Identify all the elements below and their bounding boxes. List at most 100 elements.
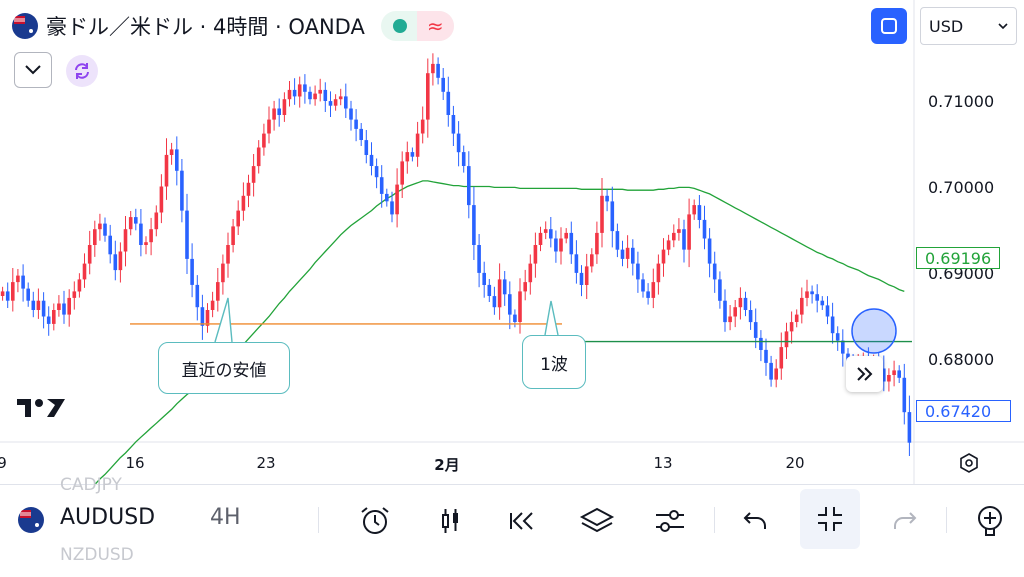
candle-body: [128, 217, 133, 230]
candle-body: [769, 362, 773, 380]
candle-body: [779, 347, 784, 369]
currency-select[interactable]: USD: [920, 7, 1017, 45]
symbol-name[interactable]: AUDUSD: [60, 505, 156, 530]
candle-body: [815, 294, 819, 301]
candle-body: [472, 205, 476, 245]
candle-body: [338, 96, 343, 100]
time-axis-label: 23: [256, 454, 276, 472]
layers-button[interactable]: [575, 499, 619, 543]
candle-body: [574, 254, 579, 273]
candle-body: [62, 303, 66, 315]
candle-body: [564, 232, 568, 239]
wave1-pointer: [544, 300, 559, 336]
add-button[interactable]: [968, 499, 1012, 543]
collapse-legend-button[interactable]: [14, 52, 52, 88]
candle-body: [759, 337, 763, 350]
candle-body: [728, 316, 732, 323]
indicators-button[interactable]: [648, 499, 692, 543]
chevron-down-icon: [25, 65, 41, 75]
candle-body: [784, 331, 789, 348]
scroll-to-realtime-button[interactable]: [846, 356, 883, 392]
fullscreen-button[interactable]: [871, 8, 907, 44]
time-axis-label: 13: [653, 454, 673, 472]
candle-body: [175, 149, 179, 171]
add-circle-icon: [978, 506, 1002, 536]
candle-body: [98, 223, 102, 230]
highlight-circle: [851, 308, 897, 354]
candle-body: [661, 249, 666, 264]
collapse-arrows-icon: [818, 507, 842, 531]
replay-button[interactable]: [500, 499, 544, 543]
candle-body: [210, 300, 215, 310]
candle-body: [446, 91, 451, 115]
wave1-callout[interactable]: 1波: [522, 335, 586, 389]
interval-button[interactable]: 4H: [210, 505, 241, 530]
market-status[interactable]: ≈: [380, 11, 454, 41]
candle-body: [221, 263, 225, 283]
currency-value: USD: [929, 16, 964, 36]
symbol-title[interactable]: 豪ドル／米ドル · 4時間 · OANDA: [46, 15, 365, 39]
candle-body: [625, 247, 630, 259]
candle-body: [236, 210, 240, 227]
candle-body: [390, 201, 394, 215]
candle-body: [718, 279, 722, 301]
collapse-button[interactable]: [800, 489, 860, 549]
time-axis-label: 20: [785, 454, 805, 472]
alert-button[interactable]: [353, 499, 397, 543]
refresh-button[interactable]: [66, 55, 98, 87]
next-symbol[interactable]: NZDUSD: [60, 545, 134, 565]
recent-low-callout[interactable]: 直近の安値: [158, 342, 290, 394]
candle-body: [461, 152, 466, 166]
candle-body: [492, 296, 497, 308]
candle-body: [200, 307, 205, 326]
undo-button[interactable]: [734, 499, 778, 543]
candle-body: [672, 232, 676, 241]
candle-body: [549, 229, 553, 239]
candle-body: [426, 73, 430, 120]
candle-body: [123, 229, 128, 252]
candle-body: [308, 91, 312, 100]
candle-body: [646, 291, 650, 298]
candle-body: [887, 375, 891, 382]
candle-body: [533, 245, 538, 264]
candle-body: [841, 340, 845, 354]
price-chart[interactable]: [0, 0, 1024, 484]
candle-body: [723, 300, 727, 323]
gear-icon[interactable]: [958, 452, 980, 474]
chart-type-button[interactable]: [428, 499, 472, 543]
candle-body: [451, 115, 456, 134]
candle-body: [431, 63, 435, 74]
candle-body: [139, 223, 143, 245]
candle-body: [354, 119, 358, 129]
candle-body: [41, 300, 46, 317]
candle-body: [251, 166, 256, 183]
recent-low-pointer: [214, 297, 233, 343]
candle-body: [313, 93, 317, 100]
candle-body: [57, 303, 61, 310]
double-chevron-right-icon: [856, 367, 872, 381]
candle-body: [282, 99, 287, 115]
candle-body: [400, 161, 404, 185]
candle-body: [666, 240, 671, 250]
candle-body: [651, 282, 656, 298]
candle-body: [318, 89, 322, 94]
market-open-dot: [392, 19, 407, 33]
candle-body: [497, 279, 502, 308]
candle-body: [36, 300, 41, 310]
candle-body: [323, 89, 328, 101]
candle-body: [641, 279, 645, 292]
fullscreen-icon: [881, 18, 897, 34]
candle-body: [477, 245, 481, 273]
candle-body: [11, 282, 15, 301]
candle-body: [487, 284, 492, 296]
candle-body: [692, 205, 696, 215]
candle-body: [518, 291, 522, 322]
candle-body: [359, 128, 363, 140]
prev-symbol[interactable]: CADJPY: [60, 475, 122, 495]
candle-body: [180, 170, 184, 211]
candle-body: [262, 133, 266, 148]
redo-button[interactable]: [882, 499, 926, 543]
tradingview-logo: [17, 396, 65, 426]
refresh-icon: [75, 63, 89, 79]
candle-body: [528, 263, 533, 283]
